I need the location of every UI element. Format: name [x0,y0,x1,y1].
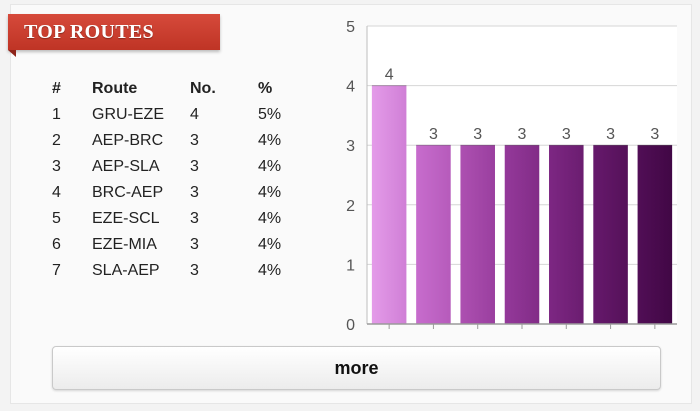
cell-rank: 5 [52,210,61,227]
bar-data-label: 4 [385,67,394,84]
cell-count: 3 [190,262,199,279]
header-rank: # [52,80,61,97]
table-row: 3 AEP-SLA 3 4% [42,154,318,180]
more-button[interactable]: more [52,346,661,390]
cell-rank: 1 [52,106,61,123]
table-row: 6 EZE-MIA 3 4% [42,232,318,258]
cell-route: SLA-AEP [92,262,160,279]
bar [416,145,451,324]
bar [549,145,584,324]
chart-bars [371,85,673,324]
cell-count: 3 [190,236,199,253]
bar [504,145,540,324]
cell-count: 4 [190,106,199,123]
title-ribbon: TOP ROUTES [8,14,220,50]
cell-count: 3 [190,132,199,149]
cell-percent: 4% [258,158,282,175]
cell-rank: 4 [52,184,61,201]
bar [637,145,673,324]
y-tick-label: 4 [346,79,355,96]
cell-route: EZE-SCL [92,210,160,227]
bar [371,85,407,324]
bar [460,145,495,324]
cell-count: 3 [190,210,199,227]
panel-title: TOP ROUTES [24,20,154,43]
cell-route: AEP-SLA [92,158,160,175]
cell-rank: 6 [52,236,61,253]
bar-data-label: 3 [473,126,482,143]
cell-route: EZE-MIA [92,236,157,253]
bar-data-label: 3 [518,126,527,143]
cell-route: AEP-BRC [92,132,164,149]
y-tick-label: 5 [346,19,355,36]
cell-rank: 7 [52,262,61,279]
y-tick-label: 3 [346,138,355,155]
cell-percent: 4% [258,184,282,201]
bar-data-label: 3 [606,126,615,143]
routes-table: # Route No. % 1 GRU-EZE 4 5% 2 AEP-BRC 3… [42,76,318,284]
cell-route: GRU-EZE [92,106,164,123]
header-route: Route [92,80,138,97]
cell-count: 3 [190,184,199,201]
ribbon-fold [8,50,16,57]
chart-y-axis: 0 1 2 3 4 5 [346,19,677,334]
table-row: 5 EZE-SCL 3 4% [42,206,318,232]
cell-percent: 5% [258,106,282,123]
cell-route: BRC-AEP [92,184,164,201]
cell-percent: 4% [258,132,282,149]
table-row: 2 AEP-BRC 3 4% [42,128,318,154]
bar-data-label: 3 [429,126,438,143]
cell-rank: 3 [52,158,61,175]
cell-rank: 2 [52,132,61,149]
bar-data-label: 3 [650,126,659,143]
cell-count: 3 [190,158,199,175]
bar [593,145,628,324]
y-tick-label: 1 [346,257,355,274]
cell-percent: 4% [258,262,282,279]
cell-percent: 4% [258,210,282,227]
header-percent: % [258,80,273,97]
y-tick-label: 2 [346,198,355,215]
table-header-row: # Route No. % [42,76,318,102]
table-row: 4 BRC-AEP 3 4% [42,180,318,206]
cell-percent: 4% [258,236,282,253]
table-row: 7 SLA-AEP 3 4% [42,258,318,284]
y-tick-label: 0 [346,317,355,334]
bar-data-label: 3 [562,126,571,143]
more-button-label: more [334,357,379,378]
chart-data-labels: 4 3 3 3 3 3 3 [385,67,660,144]
header-count: No. [190,80,216,97]
table-row: 1 GRU-EZE 4 5% [42,102,318,128]
